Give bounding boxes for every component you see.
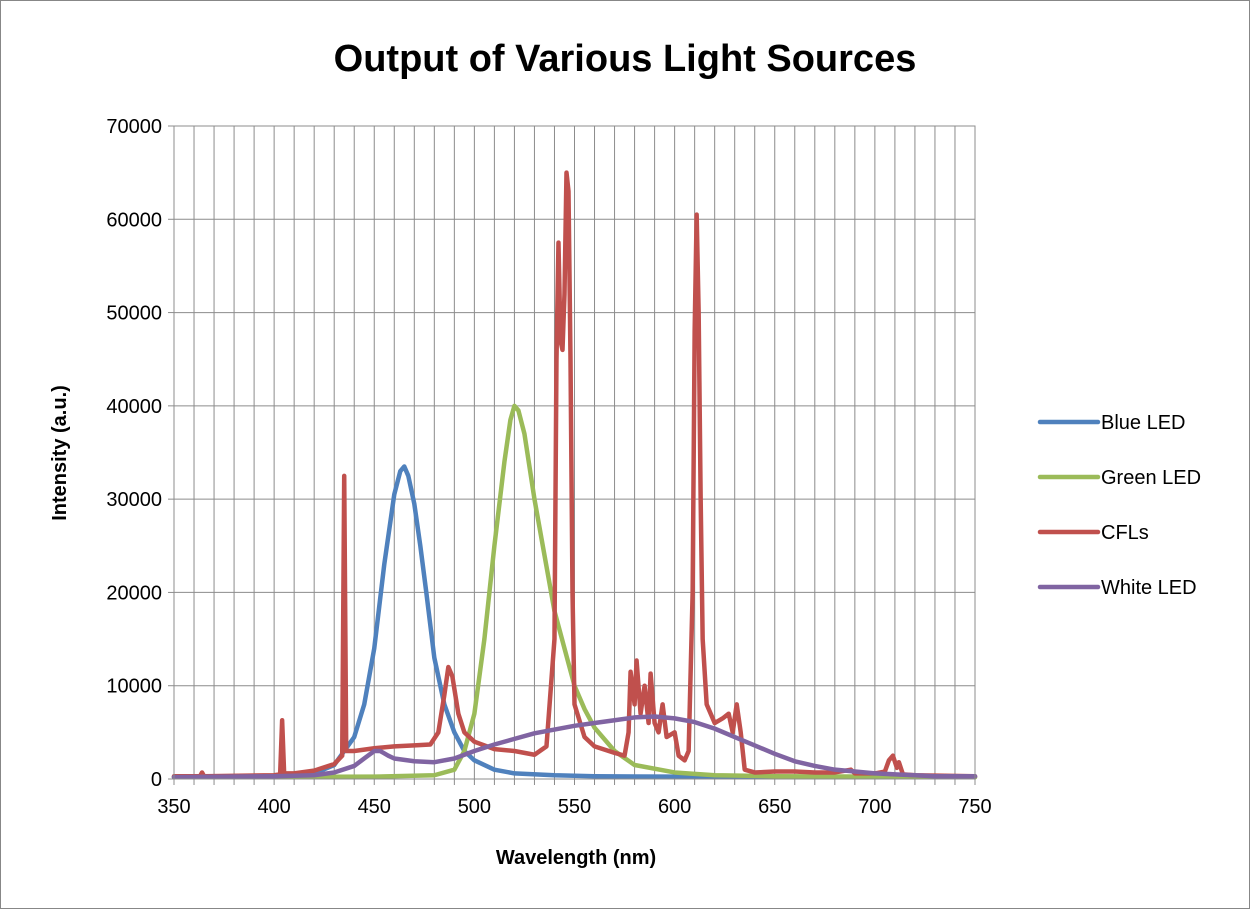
legend-label-white-led: White LED — [1101, 577, 1197, 599]
legend-label-blue-led: Blue LED — [1101, 412, 1186, 434]
y-tick-label: 70000 — [106, 116, 162, 138]
y-tick-label: 40000 — [106, 396, 162, 418]
x-tick-label: 700 — [858, 796, 891, 818]
tick-labels: 0 10000 20000 30000 40000 50000 60000 70000 350 4… — [106, 116, 991, 818]
y-tick-label: 30000 — [106, 489, 162, 511]
series-line-green-led — [171, 403, 978, 780]
legend: Blue LED Green LED CFLs White LED — [1037, 412, 1201, 599]
plot-area-border — [173, 125, 976, 780]
chart-title: Output of Various Light Sources — [333, 38, 917, 80]
y-tick-label: 10000 — [106, 676, 162, 698]
x-tick-label: 500 — [458, 796, 491, 818]
legend-label-green-led: Green LED — [1101, 467, 1201, 489]
y-tick-label: 60000 — [106, 209, 162, 231]
axes — [168, 125, 976, 785]
y-tick-label: 50000 — [106, 303, 162, 325]
y-axis-title: Intensity (a.u.) — [49, 385, 71, 521]
x-tick-label: 600 — [658, 796, 691, 818]
series-line-white-led — [171, 714, 978, 780]
y-tick-label: 0 — [151, 769, 162, 791]
x-tick-label: 750 — [958, 796, 991, 818]
legend-label-cfls: CFLs — [1101, 522, 1149, 544]
x-tick-label: 650 — [758, 796, 791, 818]
series-line-blue-led — [171, 464, 978, 780]
x-tick-label: 550 — [558, 796, 591, 818]
x-tick-label: 350 — [157, 796, 190, 818]
x-tick-label: 400 — [257, 796, 290, 818]
grid — [173, 125, 976, 780]
series-line-cfls — [171, 170, 978, 779]
x-axis-title: Wavelength (nm) — [496, 847, 656, 869]
x-tick-label: 450 — [358, 796, 391, 818]
series-lines — [171, 170, 978, 780]
y-tick-label: 20000 — [106, 582, 162, 604]
